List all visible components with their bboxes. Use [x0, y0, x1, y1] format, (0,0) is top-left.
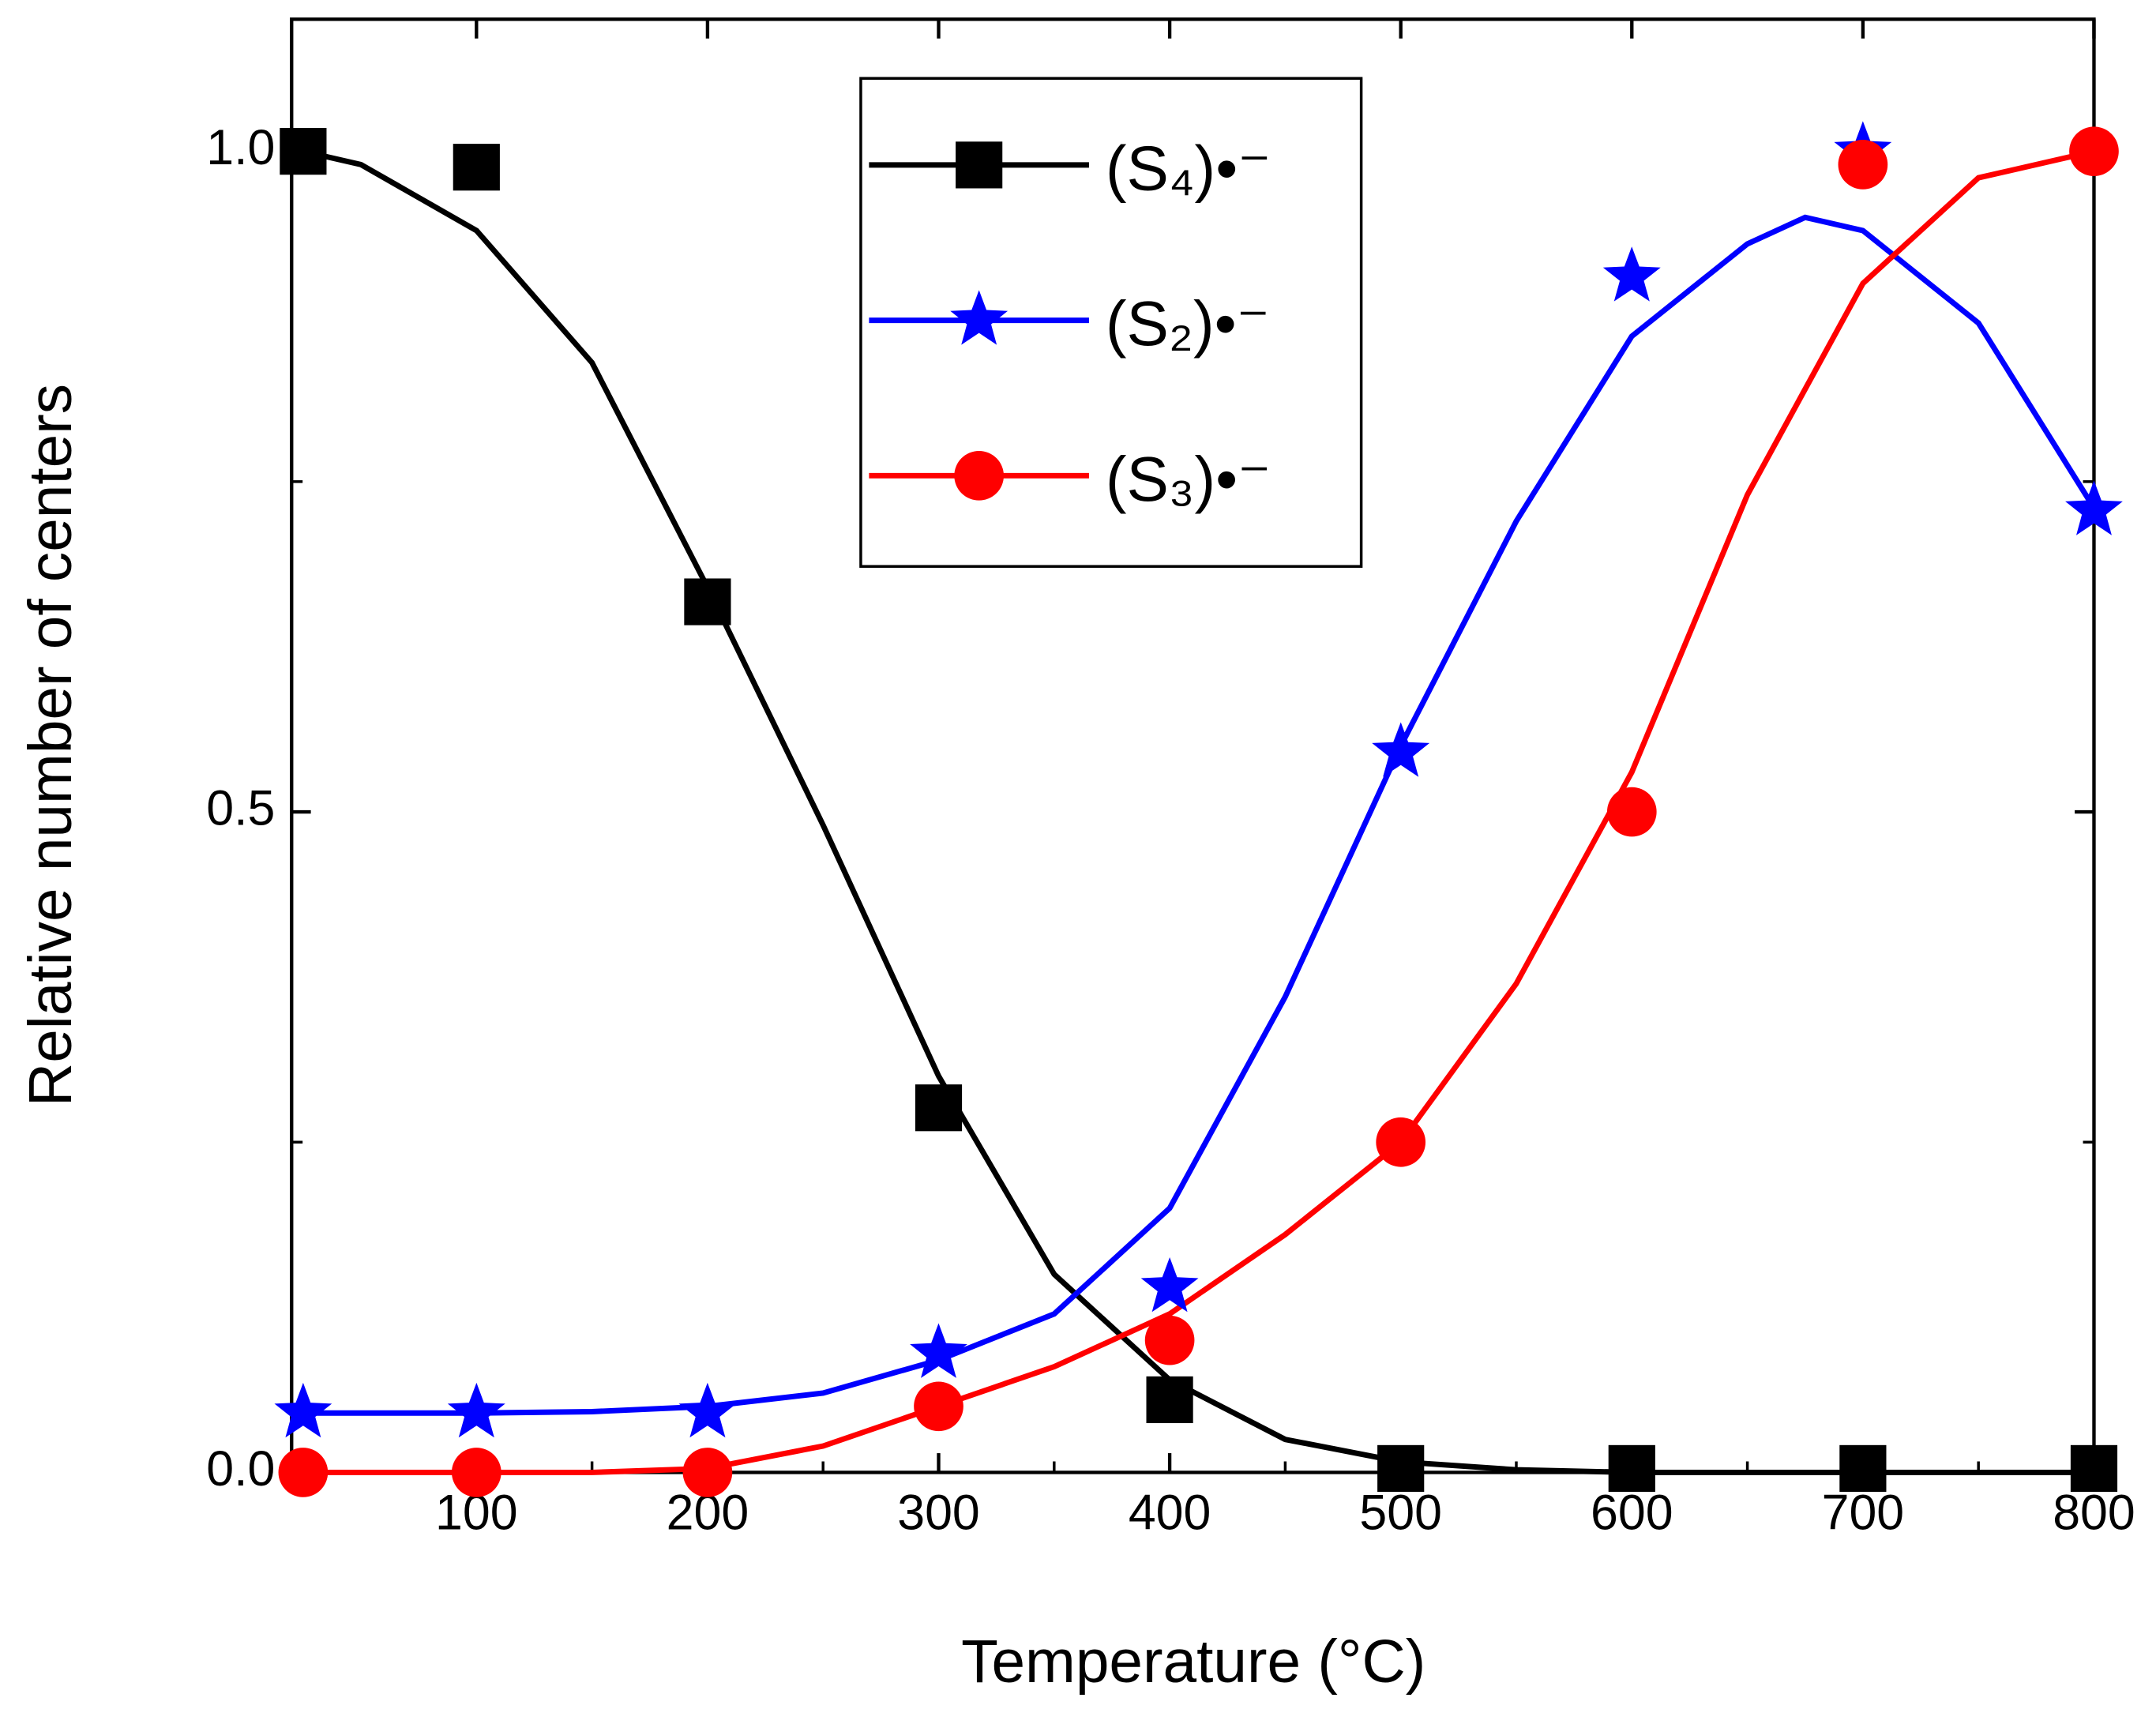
legend-label: (S₃)•⁻	[1106, 444, 1271, 514]
marker	[1376, 1117, 1426, 1167]
marker	[914, 1381, 963, 1432]
y-tick-label: 0.0	[206, 1441, 275, 1497]
marker	[274, 1382, 332, 1438]
marker	[1838, 140, 1888, 190]
x-tick-label: 600	[1591, 1485, 1673, 1541]
x-tick-label: 400	[1129, 1485, 1211, 1541]
marker	[1144, 1315, 1195, 1365]
legend-label: (S₄)•⁻	[1106, 133, 1271, 204]
marker	[956, 141, 1003, 189]
marker	[280, 128, 327, 175]
marker	[1602, 246, 1661, 302]
marker	[682, 1448, 733, 1497]
fit-line	[302, 148, 2095, 1475]
marker	[1372, 722, 1430, 777]
marker	[1377, 1444, 1425, 1493]
marker	[915, 1084, 963, 1132]
x-tick-label: 300	[897, 1485, 980, 1541]
marker	[950, 290, 1009, 345]
marker	[1140, 1256, 1199, 1313]
marker	[910, 1323, 967, 1378]
marker	[278, 1448, 329, 1497]
marker	[2070, 1444, 2118, 1493]
y-axis-label: Relative number of centers	[17, 384, 85, 1106]
x-tick-label: 800	[2053, 1485, 2135, 1541]
y-tick-label: 0.5	[206, 781, 275, 836]
marker	[447, 1382, 505, 1438]
x-tick-label: 500	[1359, 1485, 1442, 1541]
marker	[2069, 126, 2119, 176]
marker	[684, 578, 731, 625]
x-axis-label: Temperature (°C)	[961, 1628, 1425, 1696]
y-tick-label: 1.0	[206, 120, 275, 175]
fit-line	[302, 148, 2094, 1475]
x-tick-label: 700	[1822, 1485, 1905, 1541]
marker	[2065, 480, 2123, 535]
marker	[451, 1448, 501, 1497]
plot-frame	[290, 17, 2096, 1474]
marker	[1608, 1444, 1655, 1493]
marker	[954, 450, 1004, 501]
legend-label: (S₂)•⁻	[1106, 288, 1270, 359]
marker	[678, 1382, 737, 1438]
fit-line	[302, 214, 2097, 1416]
marker	[1146, 1376, 1193, 1424]
marker	[1606, 787, 1657, 837]
marker	[453, 144, 500, 191]
marker	[1839, 1444, 1887, 1493]
